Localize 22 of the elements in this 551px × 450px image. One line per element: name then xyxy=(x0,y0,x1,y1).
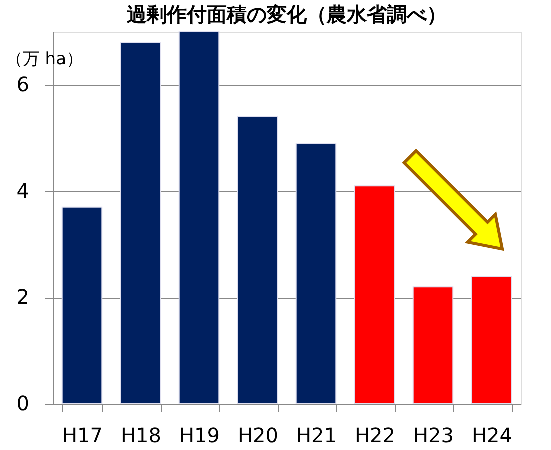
y-tick-label: 2 xyxy=(16,285,30,310)
y-tick-label: 0 xyxy=(16,392,30,416)
x-tick-label: H20 xyxy=(238,424,278,448)
bar xyxy=(178,32,220,404)
bar xyxy=(120,42,162,404)
bar xyxy=(471,276,512,404)
bar xyxy=(237,116,278,404)
x-tick-label: H17 xyxy=(62,424,103,448)
y-tick-label: 6 xyxy=(16,72,30,97)
bar xyxy=(296,143,337,404)
x-tick-label: H18 xyxy=(121,424,162,448)
x-tick-label: H23 xyxy=(414,424,454,448)
y-axis-title: （万 ha） xyxy=(6,50,84,70)
x-tick-label: H21 xyxy=(296,424,337,448)
x-tick-label: H24 xyxy=(472,424,512,448)
x-tick-label: H22 xyxy=(355,424,396,448)
chart-title: 過剰作付面積の変化（農水省調べ） xyxy=(126,2,447,26)
bar xyxy=(412,286,454,404)
bar xyxy=(354,186,396,404)
bar xyxy=(62,206,103,404)
y-tick-label: 4 xyxy=(16,178,30,203)
x-tick-label: H19 xyxy=(180,424,220,448)
